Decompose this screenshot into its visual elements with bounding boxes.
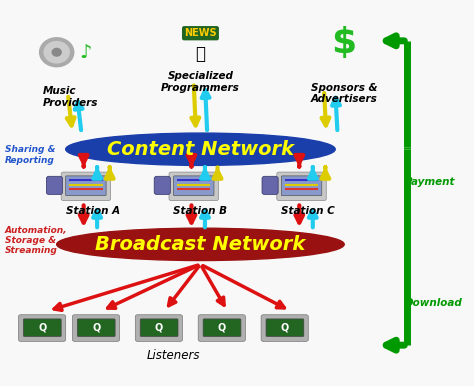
Circle shape bbox=[52, 48, 61, 56]
FancyBboxPatch shape bbox=[66, 176, 106, 196]
FancyBboxPatch shape bbox=[262, 176, 278, 195]
FancyBboxPatch shape bbox=[135, 315, 182, 341]
Circle shape bbox=[40, 38, 74, 67]
Text: Content Network: Content Network bbox=[107, 140, 294, 159]
FancyBboxPatch shape bbox=[77, 319, 115, 337]
FancyBboxPatch shape bbox=[61, 172, 110, 201]
Text: Q: Q bbox=[38, 323, 46, 333]
FancyBboxPatch shape bbox=[266, 319, 304, 337]
Ellipse shape bbox=[66, 133, 335, 166]
Text: Q: Q bbox=[218, 323, 226, 333]
FancyBboxPatch shape bbox=[23, 319, 61, 337]
FancyBboxPatch shape bbox=[261, 315, 308, 341]
Text: Broadcast Network: Broadcast Network bbox=[95, 235, 306, 254]
FancyBboxPatch shape bbox=[18, 315, 66, 341]
Circle shape bbox=[44, 42, 69, 63]
Text: Sponsors &
Advertisers: Sponsors & Advertisers bbox=[311, 83, 378, 104]
Text: ♪: ♪ bbox=[79, 43, 91, 62]
FancyBboxPatch shape bbox=[203, 319, 241, 337]
FancyBboxPatch shape bbox=[154, 176, 170, 195]
Text: Download: Download bbox=[405, 298, 463, 308]
Ellipse shape bbox=[57, 228, 344, 261]
Text: Payment: Payment bbox=[405, 176, 456, 186]
FancyBboxPatch shape bbox=[46, 176, 63, 195]
Text: Station B: Station B bbox=[173, 206, 228, 216]
FancyBboxPatch shape bbox=[282, 176, 322, 196]
Text: Station A: Station A bbox=[65, 206, 120, 216]
Text: Q: Q bbox=[92, 323, 100, 333]
Text: Specialized
Programmers: Specialized Programmers bbox=[161, 71, 240, 93]
Text: Automation,
Storage &
Streaming: Automation, Storage & Streaming bbox=[5, 226, 67, 256]
Text: NEWS: NEWS bbox=[184, 28, 217, 38]
Text: Station C: Station C bbox=[282, 206, 335, 216]
FancyBboxPatch shape bbox=[198, 315, 246, 341]
Text: Music
Providers: Music Providers bbox=[43, 86, 99, 108]
Text: 🎙: 🎙 bbox=[195, 45, 205, 63]
Text: Listeners: Listeners bbox=[147, 349, 200, 362]
FancyBboxPatch shape bbox=[277, 172, 326, 201]
Text: Sharing &
Reporting: Sharing & Reporting bbox=[5, 145, 55, 165]
FancyBboxPatch shape bbox=[173, 176, 214, 196]
FancyBboxPatch shape bbox=[73, 315, 119, 341]
Text: Q: Q bbox=[281, 323, 289, 333]
FancyBboxPatch shape bbox=[140, 319, 178, 337]
FancyBboxPatch shape bbox=[169, 172, 219, 201]
Text: Q: Q bbox=[155, 323, 163, 333]
Text: $: $ bbox=[332, 26, 357, 60]
